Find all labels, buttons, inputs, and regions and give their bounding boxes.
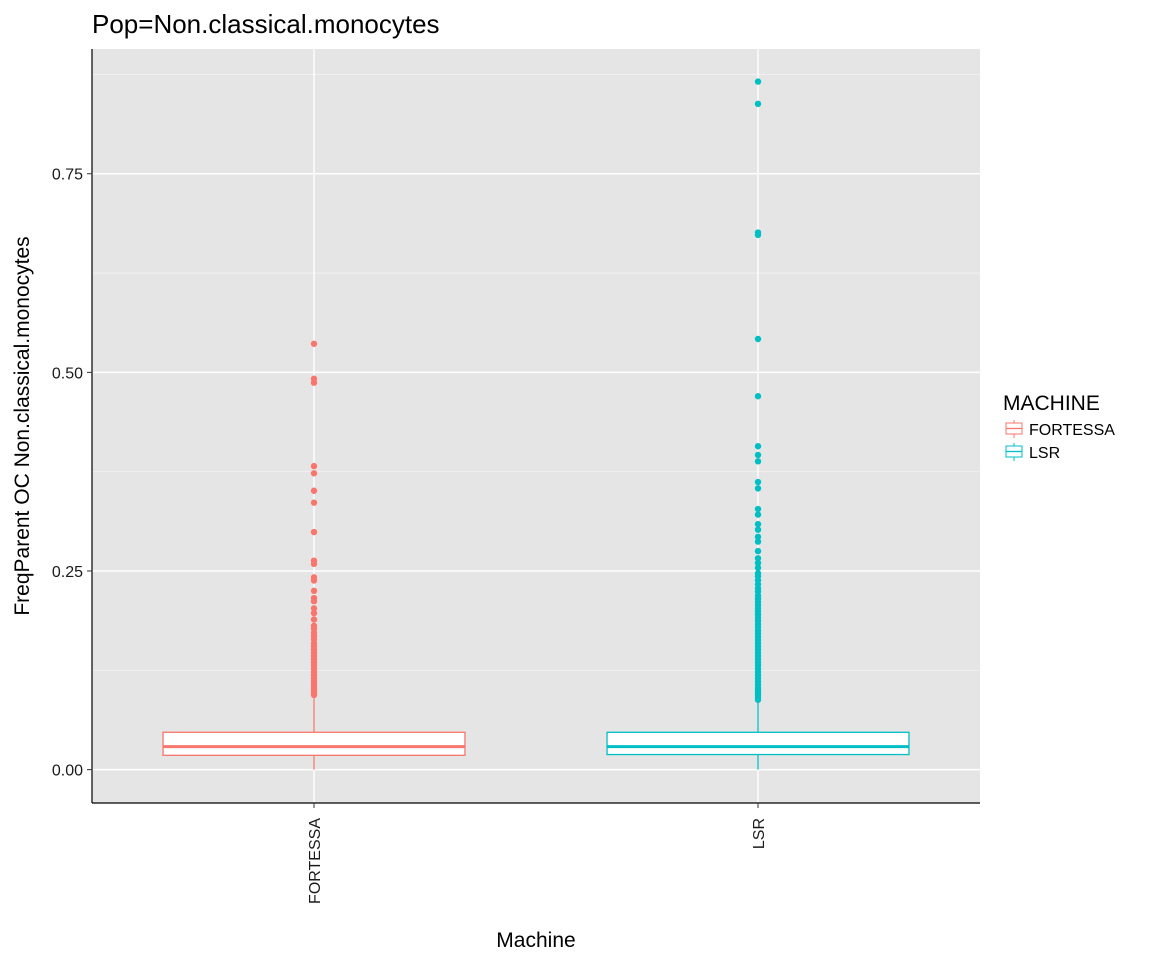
- outlier-point: [310, 528, 318, 536]
- y-axis-ticks: 0.00 0.25 0.50 0.75: [52, 167, 92, 780]
- y-tick-label: 0.50: [52, 365, 83, 382]
- box-lsr: [606, 78, 910, 770]
- plot-background: [92, 49, 980, 803]
- outlier-point: [754, 443, 762, 450]
- outlier-point: [310, 605, 318, 612]
- x-axis-title: Machine: [496, 929, 575, 952]
- outlier-point: [310, 691, 318, 699]
- x-axis-ticks: FORTESSA LSR: [307, 803, 768, 904]
- chart-title: Pop=Non.classical.monocytes: [92, 9, 440, 39]
- outlier-point: [754, 458, 762, 465]
- outlier-point: [754, 547, 762, 555]
- box-iqr: [162, 731, 466, 756]
- outlier-point: [754, 485, 762, 492]
- legend-label: LSR: [1029, 445, 1060, 462]
- y-tick-label: 0.00: [52, 763, 83, 780]
- outlier-point: [754, 505, 762, 513]
- x-tick-label: FORTESSA: [307, 818, 324, 904]
- y-axis-title: FreqParent OC Non.classical.monocytes: [11, 236, 34, 615]
- outlier-point: [754, 451, 762, 459]
- outlier-point: [754, 533, 762, 541]
- outlier-point: [310, 470, 318, 477]
- outlier-point: [754, 393, 762, 400]
- outlier-point: [754, 564, 762, 572]
- outlier-point: [310, 487, 318, 494]
- outlier-point: [754, 335, 762, 343]
- legend-items: FORTESSA LSR: [1003, 418, 1115, 463]
- legend-item-lsr: LSR: [1003, 441, 1060, 463]
- outlier-point: [754, 526, 762, 533]
- outlier-point: [310, 462, 318, 470]
- outlier-point: [754, 559, 762, 567]
- box-series: [162, 78, 910, 770]
- box-iqr: [606, 731, 910, 756]
- outlier-point: [310, 587, 318, 595]
- outlier-point: [310, 577, 318, 584]
- outlier-point: [310, 597, 318, 605]
- legend-label: FORTESSA: [1029, 422, 1115, 439]
- x-tick-label: LSR: [751, 818, 768, 849]
- outlier-point: [754, 100, 762, 108]
- outlier-point: [754, 78, 762, 85]
- plot-panel: [91, 49, 980, 804]
- legend: MACHINE FORTESSA LSR: [1003, 392, 1115, 463]
- outlier-point: [754, 231, 762, 239]
- outlier-point: [754, 520, 762, 528]
- legend-title: MACHINE: [1003, 392, 1100, 415]
- outlier-point: [310, 609, 318, 617]
- outlier-point: [310, 340, 318, 347]
- outlier-point: [310, 560, 318, 568]
- outlier-point: [310, 616, 318, 623]
- y-tick-label: 0.25: [52, 564, 83, 581]
- outlier-point: [754, 478, 762, 486]
- outlier-point: [754, 538, 762, 545]
- outlier-point: [754, 555, 762, 562]
- box-fortessa: [162, 340, 466, 770]
- legend-item-fortessa: FORTESSA: [1003, 418, 1115, 440]
- outlier-point: [754, 511, 762, 518]
- y-tick-label: 0.75: [52, 167, 83, 184]
- outlier-point: [310, 499, 318, 506]
- outlier-point: [754, 696, 762, 703]
- outlier-point: [310, 379, 318, 386]
